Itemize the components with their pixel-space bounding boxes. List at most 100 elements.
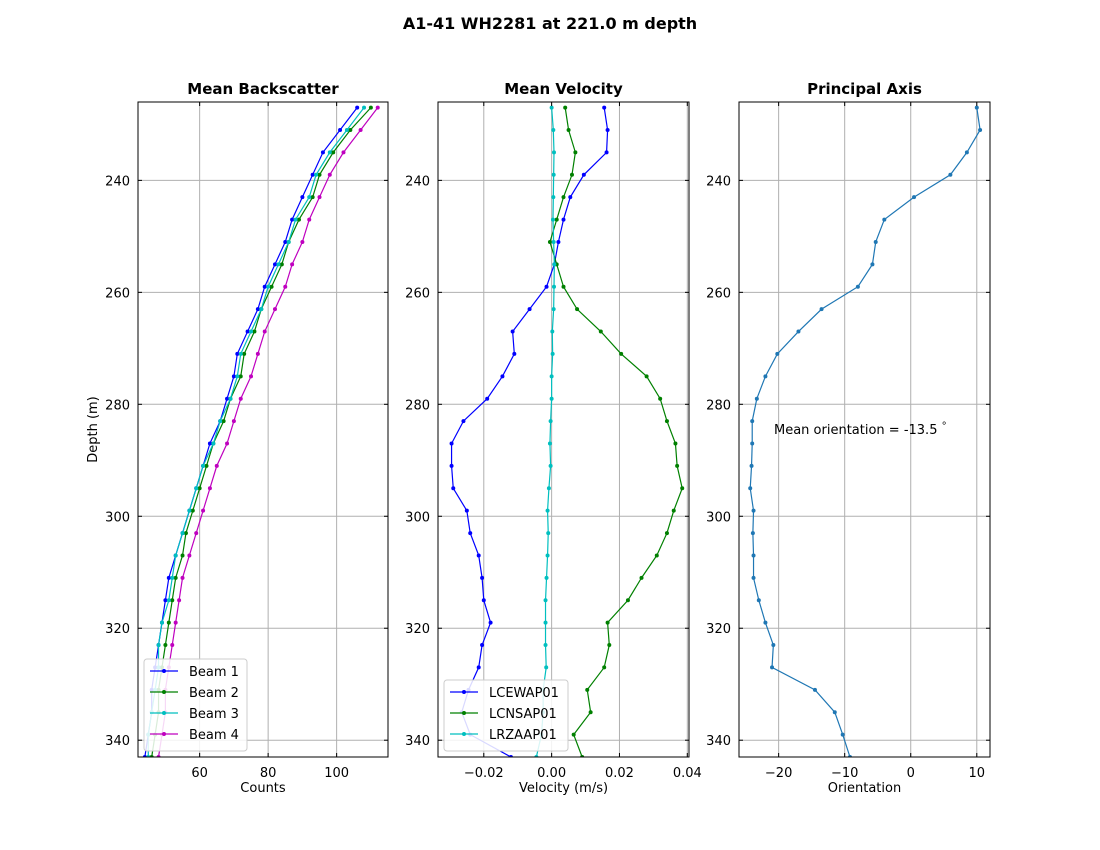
- data-point-lcnsap01: [554, 217, 559, 222]
- y-tick-label: 320: [706, 622, 731, 637]
- data-point-orientation: [748, 486, 753, 491]
- x-tick-label: 10: [969, 766, 986, 781]
- legend: Beam 1 Beam 2 Beam 3 Beam 4: [143, 658, 248, 752]
- data-point-lcnsap01: [602, 665, 607, 670]
- data-point-lrzaap01: [551, 239, 556, 244]
- data-point-beam-2: [221, 419, 226, 424]
- x-axis-label: Velocity (m/s): [519, 781, 608, 796]
- data-point-lcewap01: [568, 195, 573, 200]
- data-point-lrzaap01: [545, 508, 550, 513]
- data-point-lcnsap01: [671, 508, 676, 513]
- data-point-orientation: [978, 127, 983, 132]
- data-point-beam-3: [228, 396, 233, 401]
- y-tick-label: 320: [405, 622, 430, 637]
- data-point-orientation: [770, 665, 775, 670]
- x-tick-label: 0.04: [673, 766, 702, 781]
- y-tick-label: 280: [105, 398, 130, 413]
- data-point-beam-3: [194, 486, 199, 491]
- data-point-beam-1: [207, 441, 212, 446]
- data-point-lcnsap01: [605, 620, 610, 625]
- data-point-lcnsap01: [598, 329, 603, 334]
- x-tick-label: −10: [831, 766, 858, 781]
- legend-marker: [462, 690, 466, 694]
- data-point-lcewap01: [485, 396, 490, 401]
- data-point-orientation: [855, 284, 860, 289]
- x-tick-label: 0.00: [537, 766, 566, 781]
- y-tick-label: 260: [105, 286, 130, 301]
- data-point-beam-1: [320, 150, 325, 155]
- y-tick-label: 300: [105, 510, 130, 525]
- data-point-beam-3: [235, 374, 240, 379]
- data-point-orientation: [882, 217, 887, 222]
- data-point-lcnsap01: [654, 553, 659, 558]
- data-point-beam-3: [362, 105, 367, 110]
- data-point-lrzaap01: [545, 553, 550, 558]
- data-point-orientation: [751, 553, 756, 558]
- y-tick-label: 260: [405, 286, 430, 301]
- data-point-lcewap01: [476, 553, 481, 558]
- data-point-beam-4: [238, 396, 243, 401]
- series-line-lcnsap01: [549, 107, 683, 757]
- data-point-lrzaap01: [552, 284, 557, 289]
- data-point-beam-4: [225, 441, 230, 446]
- axes-frame: [137, 101, 389, 758]
- data-point-lrzaap01: [550, 329, 555, 334]
- data-point-beam-3: [187, 508, 192, 513]
- data-point-orientation: [948, 172, 953, 177]
- legend-marker: [462, 711, 466, 715]
- data-point-beam-3: [180, 531, 185, 536]
- axes-frame: [437, 101, 690, 758]
- data-point-lrzaap01: [552, 150, 557, 155]
- data-point-beam-4: [262, 329, 267, 334]
- legend-label: Beam 1: [189, 665, 239, 680]
- data-point-beam-1: [310, 172, 315, 177]
- panel-mean-backscatter: 60 80 100 240 260 280 300 320 340 Mean Backscatte…: [86, 80, 389, 796]
- data-point-beam-4: [283, 284, 288, 289]
- data-point-orientation: [775, 351, 780, 356]
- data-point-beam-2: [170, 598, 175, 603]
- data-point-orientation: [912, 195, 917, 200]
- data-point-orientation: [749, 463, 754, 468]
- data-point-lrzaap01: [543, 643, 548, 648]
- data-point-lrzaap01: [549, 396, 554, 401]
- data-point-beam-4: [375, 105, 380, 110]
- legend-label: Beam 3: [189, 707, 239, 722]
- series-line-beam-4: [157, 107, 379, 757]
- data-point-beam-2: [252, 329, 257, 334]
- data-point-lcnsap01: [566, 127, 571, 132]
- y-tick-label: 260: [706, 286, 731, 301]
- legend-label: Beam 2: [189, 686, 239, 701]
- data-point-beam-2: [163, 643, 168, 648]
- data-point-beam-3: [327, 150, 332, 155]
- data-point-lrzaap01: [551, 127, 556, 132]
- data-point-beam-2: [183, 531, 188, 536]
- data-point-beam-3: [170, 575, 175, 580]
- data-point-lrzaap01: [550, 351, 555, 356]
- y-tick-label: 320: [105, 622, 130, 637]
- data-point-beam-2: [269, 284, 274, 289]
- x-axis-label: Counts: [240, 781, 286, 796]
- data-point-beam-4: [317, 195, 322, 200]
- data-point-beam-3: [293, 217, 298, 222]
- data-point-lcewap01: [451, 486, 456, 491]
- data-point-lrzaap01: [549, 374, 554, 379]
- data-point-beam-3: [218, 419, 223, 424]
- panel-principal-axis: −20 −10 0 10 240 260 280 300 320 340 Principal Axi…: [706, 80, 991, 796]
- data-point-orientation: [771, 643, 776, 648]
- data-point-beam-3: [276, 262, 281, 267]
- data-point-lcewap01: [488, 620, 493, 625]
- data-point-lrzaap01: [547, 441, 552, 446]
- series-line-beam-2: [151, 107, 372, 757]
- y-tick-label: 240: [105, 174, 130, 189]
- data-point-beam-3: [238, 351, 243, 356]
- data-point-lcnsap01: [639, 575, 644, 580]
- mean-orientation-annotation: Mean orientation = -13.5 °: [774, 421, 947, 438]
- data-point-lcewap01: [602, 105, 607, 110]
- x-tick-label: −20: [765, 766, 792, 781]
- y-axis-label: Depth (m): [86, 396, 101, 463]
- data-point-lcnsap01: [664, 419, 669, 424]
- data-point-lcnsap01: [675, 463, 680, 468]
- data-point-beam-2: [180, 553, 185, 558]
- data-point-beam-4: [307, 217, 312, 222]
